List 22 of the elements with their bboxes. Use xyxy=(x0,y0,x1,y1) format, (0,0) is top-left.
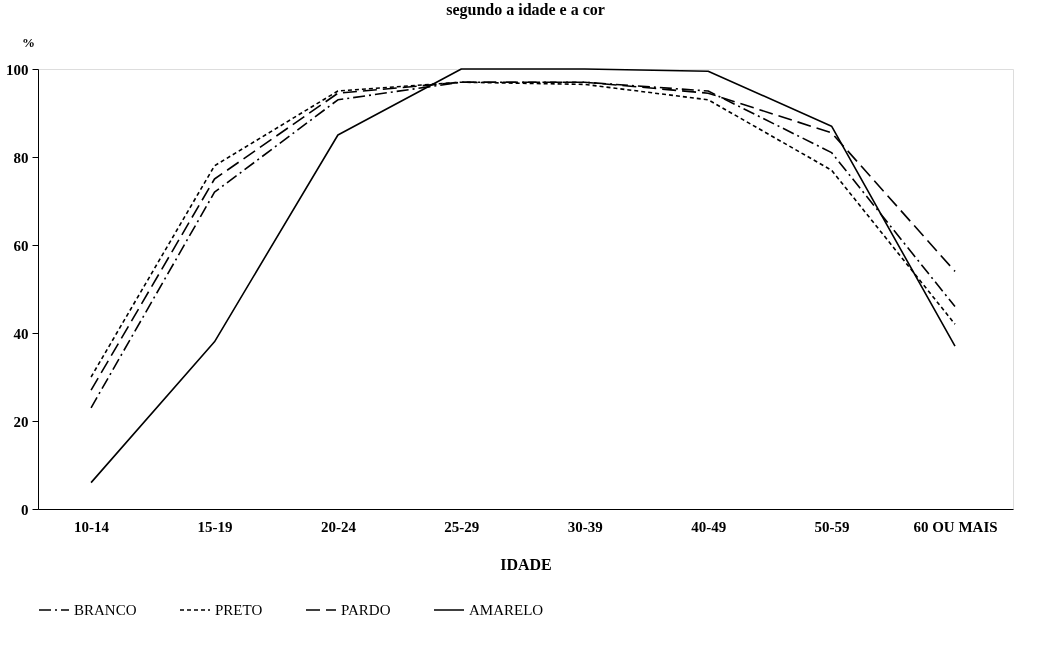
y-axis-title: % xyxy=(22,34,35,50)
legend-label: PARDO xyxy=(341,602,391,618)
y-tick-label: 0 xyxy=(21,501,29,518)
y-tick-label: 40 xyxy=(13,325,29,342)
x-tick-label: 10-14 xyxy=(74,518,110,535)
x-tick-label: 40-49 xyxy=(691,518,727,535)
x-tick-label: 60 OU MAIS xyxy=(913,518,998,535)
x-tick-label: 50-59 xyxy=(814,518,850,535)
x-tick-label: 30-39 xyxy=(567,518,603,535)
y-tick-label: 20 xyxy=(13,413,29,430)
x-tick-label: 15-19 xyxy=(197,518,233,535)
legend-label: AMARELO xyxy=(469,602,544,618)
y-tick-label: 80 xyxy=(13,149,29,166)
chart-title: segundo a idade e a cor xyxy=(446,1,605,19)
x-tick-label: 20-24 xyxy=(320,518,357,535)
y-tick-label: 60 xyxy=(13,237,29,254)
legend-label: BRANCO xyxy=(74,602,137,618)
x-axis-title: IDADE xyxy=(500,555,552,573)
legend-label: PRETO xyxy=(215,602,263,618)
line-series xyxy=(90,68,956,484)
y-tick-label: 100 xyxy=(6,61,29,78)
x-tick-label: 25-29 xyxy=(444,518,480,535)
